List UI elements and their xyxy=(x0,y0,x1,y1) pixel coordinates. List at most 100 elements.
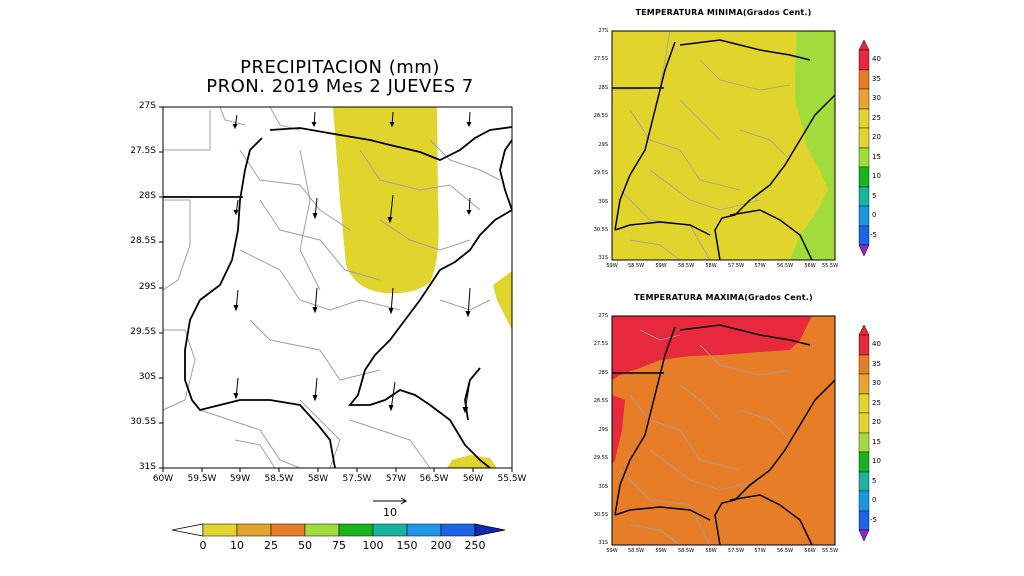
wind-arrow xyxy=(312,197,318,220)
tmin-y-tick: 28S xyxy=(598,85,608,91)
tmin-x-tick: 56.5W xyxy=(776,263,794,269)
colorbar-label: 0 xyxy=(199,539,207,552)
tmin-colorbar-label: 20 xyxy=(872,133,881,141)
wind-arrow xyxy=(233,289,239,312)
wind-arrow xyxy=(312,287,318,314)
precip-title-line1: PRECIPITACION (mm) xyxy=(240,57,440,78)
precip-y-tick: 29.5S xyxy=(130,327,156,337)
wind-arrow xyxy=(233,199,239,216)
precip-x-tick: 59.5W xyxy=(187,474,217,484)
precip-x-tick: 56.5W xyxy=(419,474,449,484)
tmax-map xyxy=(611,315,836,546)
tmin-colorbar-label: 0 xyxy=(872,211,877,219)
tmin-x-tick: 59W xyxy=(655,263,667,269)
tmin-x-tick: 57W xyxy=(754,263,766,269)
tmin-colorbar-label: -5 xyxy=(870,231,877,239)
tmin-colorbar-label: 30 xyxy=(872,94,881,102)
tmin-y-tick: 27S xyxy=(598,28,608,34)
colorbar-label: 150 xyxy=(396,539,418,552)
precip-y-tick: 28.5S xyxy=(130,236,156,246)
wind-arrow xyxy=(466,111,472,128)
precip-x-tick: 58.5W xyxy=(264,474,294,484)
tmax-x-tick: 58.5W xyxy=(677,548,695,554)
tmax-x-tick: 57W xyxy=(754,548,766,554)
precip-x-tick: 57W xyxy=(385,474,407,484)
tmin-x-tick: 59W xyxy=(606,263,618,269)
wind-arrow xyxy=(388,287,394,315)
precip-wind-vectors xyxy=(232,111,472,414)
precip-field-west xyxy=(333,107,439,294)
tmax-colorbar-label: 20 xyxy=(872,418,881,426)
tmax-colorbar-label: 25 xyxy=(872,399,881,407)
wind-arrow xyxy=(466,197,472,216)
tmax-y-tick: 27S xyxy=(598,313,608,319)
tmin-colorbar-label: 35 xyxy=(872,75,881,83)
tmax-x-tick: 59W xyxy=(606,548,618,554)
tmax-y-tick: 27.5S xyxy=(593,341,608,347)
colorbar-label: 75 xyxy=(332,539,346,552)
tmin-map xyxy=(611,30,836,261)
tmin-colorbar xyxy=(858,39,870,257)
precip-x-tick: 58W xyxy=(307,474,329,484)
precip-x-tick: 60W xyxy=(152,474,174,484)
tmax-colorbar-label: 35 xyxy=(872,360,881,368)
tmax-y-tick: 30.5S xyxy=(593,512,608,518)
colorbar-label: 100 xyxy=(362,539,384,552)
tmax-colorbar-label: 15 xyxy=(872,438,881,446)
tmin-y-tick: 27.5S xyxy=(593,56,608,62)
tmax-colorbar-label: 5 xyxy=(872,477,877,485)
tmin-y-tick: 31S xyxy=(598,255,608,261)
colorbar-label: 200 xyxy=(430,539,452,552)
precip-y-tick: 30S xyxy=(138,372,156,382)
wind-arrow xyxy=(462,379,471,414)
tmax-x-tick: 58.5W xyxy=(627,548,645,554)
precip-x-tick: 57.5W xyxy=(342,474,372,484)
tmin-colorbar-label: 15 xyxy=(872,153,881,161)
tmax-y-tick: 30S xyxy=(598,484,608,490)
tmin-colorbar-label: 25 xyxy=(872,114,881,122)
precip-border-lines xyxy=(163,126,513,469)
tmin-colorbar-label: 5 xyxy=(872,192,877,200)
precip-y-tick: 27.5S xyxy=(130,146,156,156)
colorbar-label: 25 xyxy=(264,539,278,552)
tmax-y-tick: 28.5S xyxy=(593,398,608,404)
wind-arrow xyxy=(311,111,317,128)
tmin-y-tick: 30.5S xyxy=(593,227,608,233)
tmax-x-tick: 55.5W xyxy=(821,548,839,554)
wind-arrow xyxy=(388,381,396,412)
tmin-colorbar-label: 10 xyxy=(872,172,881,180)
vector-reference-arrow xyxy=(373,497,407,505)
precip-y-tick: 29S xyxy=(138,282,156,292)
tmin-y-tick: 29.5S xyxy=(593,170,608,176)
tmax-colorbar-label: 0 xyxy=(872,496,877,504)
precip-x-tick: 59W xyxy=(229,474,251,484)
tmin-x-tick: 58.5W xyxy=(677,263,695,269)
tmax-colorbar-label: 40 xyxy=(872,340,881,348)
precip-y-tick: 31S xyxy=(138,462,156,472)
tmax-colorbar-label: 10 xyxy=(872,457,881,465)
wind-arrow xyxy=(465,287,471,318)
tmax-colorbar xyxy=(858,324,870,542)
precip-field-east xyxy=(493,271,512,330)
precip-x-tick: 56W xyxy=(462,474,484,484)
tmax-x-tick: 57.5W xyxy=(727,548,745,554)
tmin-x-tick: 55.5W xyxy=(821,263,839,269)
wind-arrow xyxy=(389,111,395,128)
tmax-y-tick: 29S xyxy=(598,427,608,433)
tmin-x-tick: 58W xyxy=(705,263,717,269)
precip-title-line2: PRON. 2019 Mes 2 JUEVES 7 xyxy=(206,76,474,97)
colorbar-label: 50 xyxy=(298,539,312,552)
tmin-x-tick: 57.5W xyxy=(727,263,745,269)
tmin-y-tick: 28.5S xyxy=(593,113,608,119)
vector-reference-label: 10 xyxy=(383,506,397,519)
precip-x-tick: 55.5W xyxy=(497,474,527,484)
tmin-x-tick: 58.5W xyxy=(627,263,645,269)
tmax-x-tick: 59W xyxy=(655,548,667,554)
precip-department-lines xyxy=(162,106,501,469)
tmax-x-tick: 58W xyxy=(705,548,717,554)
wind-arrow xyxy=(232,114,238,130)
tmax-colorbar-label: -5 xyxy=(870,516,877,524)
tmax-x-tick: 56W xyxy=(804,548,816,554)
tmax-x-tick: 56.5W xyxy=(776,548,794,554)
